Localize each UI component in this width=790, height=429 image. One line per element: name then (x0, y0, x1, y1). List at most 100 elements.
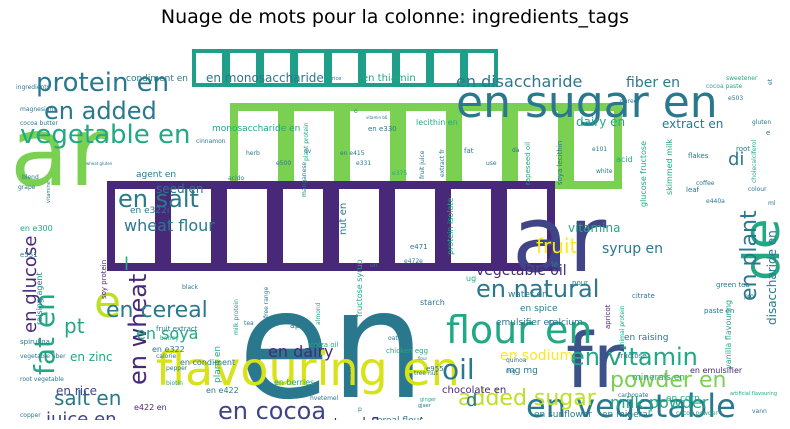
cloud-word: water en (508, 290, 548, 300)
cloud-word: en e300 (20, 224, 53, 233)
cloud-word: fructose syrup (355, 259, 364, 317)
cloud-word: soya lecithin (556, 141, 564, 185)
cloud-word: en vegetable (526, 387, 736, 420)
cloud-word: flavouring en (156, 342, 460, 396)
cloud-word: white (596, 168, 613, 175)
cloud-word: dv (304, 148, 312, 155)
cloud-word: chocolate en (442, 385, 506, 396)
cloud-word: disaccharide en (765, 230, 779, 325)
cloud-word: e440a (706, 198, 725, 205)
cloud-word: d (466, 390, 477, 411)
cloud-word: raising agent (35, 272, 44, 325)
cloud-word: e422 en (134, 403, 167, 412)
cloud-word: en vitamin (570, 343, 698, 371)
cloud-word: e503 (728, 95, 743, 102)
missing-glyph-box (107, 181, 163, 271)
missing-glyph-box (230, 103, 286, 189)
cloud-word: gjaer (418, 403, 432, 409)
cloud-word: calcium (548, 318, 583, 328)
cloud-word: dairy en (576, 115, 625, 129)
cloud-word: e551 (20, 251, 38, 259)
cloud-word: coffee (696, 180, 715, 187)
cloud-word: starch (420, 298, 445, 307)
cloud-word: de (733, 219, 786, 282)
cloud-word: acid (616, 155, 633, 164)
cloud-word: cholecalciferol (751, 139, 758, 183)
cloud-word: en salt (118, 185, 199, 213)
cloud-word: agent en (136, 170, 176, 180)
cloud-word: fruit extract (156, 325, 198, 333)
cloud-word: almond (315, 302, 322, 325)
cloud-word: artificial flavouring (730, 391, 777, 397)
missing-glyph-box (331, 181, 387, 271)
cloud-word: extract en (662, 117, 723, 131)
cloud-word: protein en (36, 68, 169, 98)
cloud-word: gluten (752, 119, 771, 126)
cloud-word: apricot (604, 304, 612, 329)
cloud-word: en (238, 259, 425, 420)
missing-glyph-box (362, 49, 396, 87)
cloud-word: en e322i (130, 206, 169, 216)
missing-glyph-boxes (107, 49, 622, 271)
cloud-word: e331 (356, 160, 371, 167)
cloud-word: en plant (737, 210, 762, 301)
cloud-word: syrup en (602, 241, 663, 257)
cloud-word: nut en (338, 203, 349, 235)
cloud-word: flour en (446, 308, 592, 352)
cloud-word: en thiamin (362, 73, 416, 84)
cloud-word: en emulsifier (690, 366, 743, 375)
cloud-word: date (296, 388, 310, 395)
missing-glyph-box (443, 181, 499, 271)
cloud-word: en e415 (340, 150, 365, 157)
cloud-word: root vegetable (20, 376, 64, 383)
cloud-word: paste en (704, 307, 734, 315)
cloud-word: vanilla flavouring (724, 300, 733, 369)
cloud-word: le (551, 260, 558, 269)
cloud-word: lecithin en (416, 118, 458, 127)
cloud-word: en glucose (20, 236, 41, 333)
cloud-word: en sunflower (534, 410, 592, 420)
cloud-word: vitamine (46, 181, 52, 203)
cloud-word: e (766, 129, 770, 137)
cloud-word: copper (20, 412, 41, 419)
cloud-word: en e330 (368, 125, 397, 133)
cloud-word: vegetable oil (476, 263, 567, 279)
cloud-word: en condiment (180, 358, 235, 367)
cloud-word: black (182, 284, 198, 291)
cloud-word: quinoa (506, 357, 527, 364)
cloud-word: root (736, 145, 750, 153)
cloud-word: en dairy (268, 342, 334, 361)
missing-glyph-box (328, 49, 362, 87)
cloud-word: e (94, 277, 121, 328)
cloud-word: cereal flour (372, 416, 423, 420)
cloud-word: ug (466, 274, 476, 283)
cloud-word: monosaccharide en (212, 124, 300, 134)
cloud-word: e500 (276, 160, 291, 167)
cloud-word: ar (512, 186, 606, 293)
missing-glyph-box (192, 49, 226, 87)
missing-glyph-box (163, 181, 219, 271)
cloud-word: green tea (716, 281, 750, 289)
cloud-word: fat en (28, 293, 61, 375)
cloud-word: iron (345, 367, 353, 380)
cloud-word: glucose fructose (639, 141, 648, 207)
missing-glyph-box (396, 49, 430, 87)
cloud-word: flakes (688, 152, 709, 160)
cloud-word: plant en (213, 346, 223, 383)
cloud-word: citrate (632, 292, 655, 300)
cloud-word: spirulina (20, 338, 50, 346)
cloud-word: en mineral (602, 410, 650, 420)
cloud-word: oat (388, 335, 398, 342)
cloud-word: cinnamon (196, 138, 226, 145)
cloud-word: acido (228, 175, 244, 182)
cloud-word: en natural (476, 275, 599, 303)
cloud-word: skimmed milk (665, 139, 674, 195)
cloud-word: vegetable fiber (20, 353, 66, 360)
cloud-word: da (512, 147, 520, 154)
cloud-word: en sugar en (456, 77, 718, 128)
cloud-word: protein isolate (446, 197, 455, 255)
cloud-word: ingredients (16, 84, 50, 91)
cloud-word: colour (748, 186, 767, 193)
cloud-word: fructose (618, 352, 647, 360)
cloud-word: leaf (686, 186, 700, 194)
